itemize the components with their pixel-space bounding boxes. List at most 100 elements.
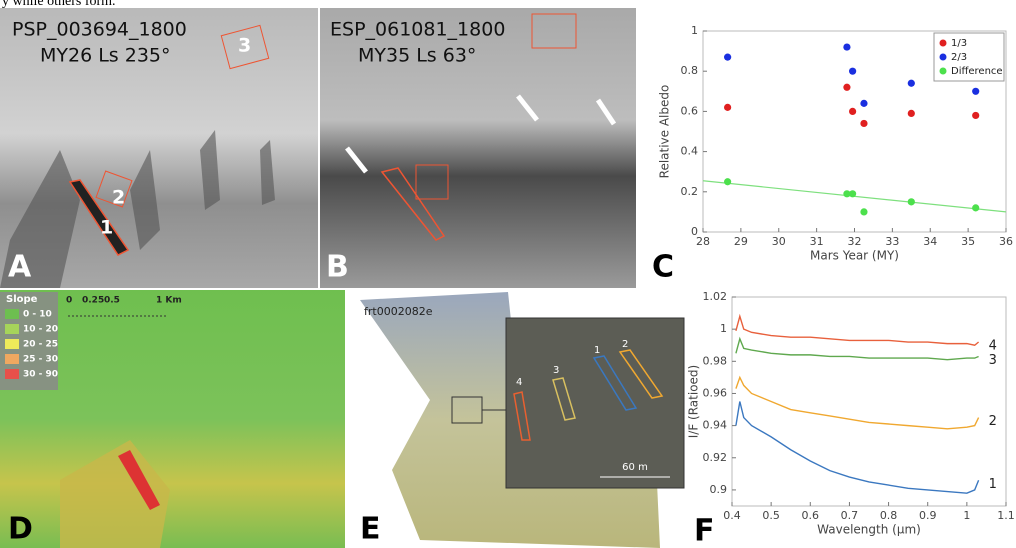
legend-marker <box>940 40 947 47</box>
legend-marker <box>940 54 947 61</box>
region-label: 4 <box>516 377 522 388</box>
point <box>843 84 850 91</box>
region-label: 1 <box>100 217 113 239</box>
x-tick-label: 31 <box>810 235 824 248</box>
caption-fragment: y while others form. <box>2 0 116 9</box>
series-label: 4 <box>989 339 997 354</box>
y-tick-label: 0.94 <box>703 419 728 432</box>
point <box>849 190 856 197</box>
region-label: 3 <box>553 365 559 376</box>
panel-letter: F <box>694 514 715 548</box>
y-tick-label: 0.2 <box>681 185 699 198</box>
legend-swatch <box>5 339 19 349</box>
legend-label: 10 - 20 <box>23 325 58 335</box>
y-tick-label: 0.98 <box>703 354 728 367</box>
x-tick-label: 0.7 <box>841 509 859 522</box>
series-label: 2 <box>989 414 997 429</box>
point <box>724 54 731 61</box>
point <box>972 88 979 95</box>
panel-b: ESP_061081_1800 MY35 Ls 63° B <box>320 8 636 288</box>
y-tick-label: 1 <box>720 322 727 335</box>
point <box>908 198 915 205</box>
panel-a: PSP_003694_1800 MY26 Ls 235° 3 2 1 A <box>0 8 318 288</box>
legend-label: 2/3 <box>951 52 967 63</box>
x-tick-label: 0.5 <box>762 509 780 522</box>
point <box>849 68 856 75</box>
y-tick-label: 0.4 <box>681 145 699 158</box>
region-label: 1 <box>594 345 600 356</box>
point <box>972 204 979 211</box>
point <box>908 80 915 87</box>
point <box>724 104 731 111</box>
x-tick-label: 32 <box>848 235 862 248</box>
point <box>849 108 856 115</box>
region-label: 2 <box>622 339 628 350</box>
x-tick-label: 1 <box>963 509 970 522</box>
scale-label: 60 m <box>622 462 648 473</box>
point <box>860 100 867 107</box>
scale-label: 1 Km <box>156 296 182 306</box>
y-axis-label: I/F (Ratioed) <box>687 365 701 438</box>
y-tick-label: 0.9 <box>710 483 728 496</box>
region-label: 3 <box>238 35 251 57</box>
image-id: ESP_061081_1800 <box>330 19 505 41</box>
point <box>724 178 731 185</box>
legend-title: Slope <box>6 294 38 305</box>
legend-swatch <box>5 354 19 364</box>
point <box>843 43 850 50</box>
y-tick-label: 0.92 <box>703 451 728 464</box>
panel-letter: A <box>8 250 32 285</box>
x-tick-label: 34 <box>923 235 937 248</box>
x-tick-label: 0.6 <box>802 509 820 522</box>
x-tick-label: 1.1 <box>997 509 1015 522</box>
figure: y while others form. PSP_003694_1800 MY2… <box>0 0 1016 548</box>
region-label: 2 <box>112 187 125 209</box>
legend-marker <box>940 68 947 75</box>
x-tick-label: 0.4 <box>723 509 741 522</box>
image-id: PSP_003694_1800 <box>12 19 187 41</box>
y-tick-label: 0 <box>691 225 698 238</box>
y-tick-label: 0.8 <box>681 64 699 77</box>
legend-label: 20 - 25 <box>23 340 58 350</box>
legend-label: 0 - 10 <box>23 310 52 320</box>
x-tick-label: 29 <box>734 235 748 248</box>
x-tick-label: 0.9 <box>919 509 937 522</box>
legend-label: 25 - 30 <box>23 355 58 365</box>
y-tick-label: 0.6 <box>681 104 699 117</box>
x-tick-label: 35 <box>961 235 975 248</box>
x-tick-label: 33 <box>885 235 899 248</box>
x-axis-label: Wavelength (µm) <box>817 523 921 537</box>
scale-label: 0 <box>66 296 72 306</box>
series-label: 1 <box>989 477 997 492</box>
point <box>908 110 915 117</box>
scale-label: 0.5 <box>104 296 120 306</box>
image-id: frt0002082e <box>364 305 433 318</box>
panel-letter: C <box>652 250 674 285</box>
scale-label: 0.25 <box>82 296 104 306</box>
x-axis-label: Mars Year (MY) <box>810 249 899 263</box>
legend-swatch <box>5 369 19 379</box>
panel-letter: B <box>326 250 349 285</box>
series-label: 3 <box>989 353 997 368</box>
image-date: MY35 Ls 63° <box>358 45 476 67</box>
legend-swatch <box>5 309 19 319</box>
legend-label: 30 - 90 <box>23 370 58 380</box>
point <box>972 112 979 119</box>
y-tick-label: 1 <box>691 24 698 37</box>
y-tick-label: 1.02 <box>703 290 728 303</box>
image-date: MY26 Ls 235° <box>40 45 171 67</box>
point <box>860 120 867 127</box>
y-tick-label: 0.96 <box>703 386 728 399</box>
legend-label: 1/3 <box>951 38 967 49</box>
x-tick-label: 36 <box>999 235 1013 248</box>
zoom-inset <box>506 318 684 488</box>
legend-swatch <box>5 324 19 334</box>
y-axis-label: Relative Albedo <box>658 85 672 179</box>
legend-label: Difference <box>951 66 1003 77</box>
panel-letter: D <box>8 512 33 547</box>
x-tick-label: 0.8 <box>880 509 898 522</box>
panel-d: Slope 0 - 10 10 - 20 20 - 25 25 - 30 30 - 90… <box>0 290 345 548</box>
panel-letter: E <box>360 512 381 547</box>
point <box>860 208 867 215</box>
